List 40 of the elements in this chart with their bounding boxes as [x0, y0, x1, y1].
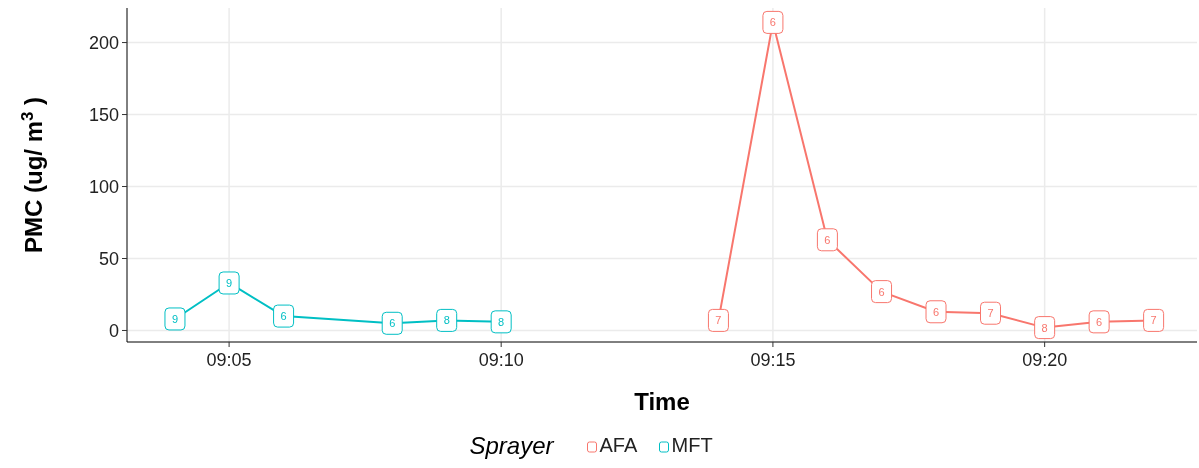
- annotation: 6: [932, 305, 940, 318]
- point: [925, 300, 947, 324]
- x-tick-label: 09:20: [1022, 350, 1068, 370]
- y-tick-label: 50: [98, 248, 119, 269]
- annotation: 6: [280, 310, 287, 323]
- x-tick-label: 09:15: [750, 350, 796, 370]
- y-tick-label: 150: [88, 104, 119, 125]
- point: [1143, 308, 1165, 332]
- annotation: 9: [226, 276, 233, 289]
- point: [1088, 310, 1110, 334]
- x-axis-title: Time: [634, 388, 690, 415]
- annotation: 6: [824, 233, 831, 246]
- annotation: 8: [498, 315, 505, 328]
- annotation: 6: [769, 16, 776, 29]
- annotation: 8: [443, 314, 450, 327]
- point: [707, 308, 729, 332]
- annotation: 6: [389, 317, 396, 330]
- legend-label: MFT: [671, 434, 713, 456]
- point: [381, 311, 403, 335]
- point: [980, 301, 1001, 325]
- annotation: 9: [171, 312, 179, 325]
- point: [164, 307, 186, 331]
- annotation: 8: [1041, 321, 1048, 334]
- point: [273, 304, 295, 328]
- point: [762, 10, 784, 34]
- point: [871, 280, 893, 304]
- legend-label: AFA: [599, 434, 638, 456]
- legend-title: Sprayer: [469, 432, 555, 459]
- y-tick-label: 0: [108, 320, 119, 341]
- point: [218, 271, 240, 295]
- annotation: 6: [878, 285, 885, 298]
- annotation: 7: [1150, 314, 1157, 327]
- point: [1034, 316, 1056, 340]
- y-tick-label: 200: [88, 32, 119, 53]
- x-tick-label: 09:05: [206, 350, 252, 370]
- y-tick-label: 100: [88, 176, 119, 197]
- annotation: 7: [987, 307, 994, 320]
- x-tick-label: 09:10: [478, 350, 524, 370]
- annotation: 6: [1096, 315, 1103, 328]
- annotation: 7: [715, 314, 722, 327]
